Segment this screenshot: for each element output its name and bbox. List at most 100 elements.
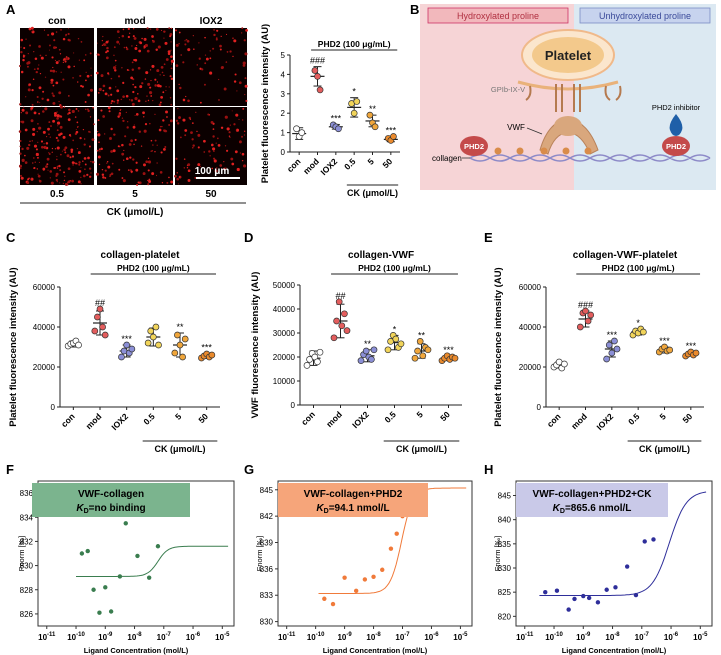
platelet-spot	[210, 121, 214, 124]
platelet-spot	[163, 129, 167, 133]
phd2-label-left: PHD2	[464, 142, 484, 151]
platelet-spot	[201, 68, 204, 71]
data-point	[566, 607, 571, 612]
platelet-spot	[197, 133, 201, 137]
platelet-spot	[245, 28, 248, 32]
platelet-spot	[76, 126, 79, 129]
data-point	[362, 347, 370, 355]
data-point	[342, 575, 347, 580]
x-tick-label: 10-10	[545, 632, 563, 642]
x-tick-label: mod	[84, 411, 104, 431]
platelet-spot	[149, 91, 151, 93]
platelet-spot	[62, 78, 65, 81]
platelet-spot	[122, 28, 125, 31]
platelet-spot	[59, 53, 62, 55]
platelet-spot	[71, 109, 75, 114]
platelet-spot	[37, 123, 39, 125]
platelet-spot	[45, 54, 47, 56]
platelet-spot	[157, 45, 161, 49]
platelet-spot	[163, 37, 165, 39]
platelet-spot	[212, 135, 215, 138]
platelet-spot	[56, 114, 60, 118]
platelet-spot	[20, 176, 24, 180]
x-tick-label: 5	[365, 156, 376, 167]
platelet-spot	[32, 127, 36, 131]
data-point	[94, 313, 101, 321]
data-point	[85, 548, 90, 554]
x-axis-label: Ligand Concentration (mol/L)	[562, 646, 667, 655]
platelet-spot	[163, 30, 166, 33]
platelet-spot	[53, 46, 56, 49]
platelet-spot	[56, 165, 59, 168]
panel-label-e: E	[484, 230, 493, 245]
platelet-spot	[245, 99, 248, 103]
platelet-spot	[226, 51, 229, 53]
platelet-spot	[87, 93, 90, 97]
platelet-spot	[105, 40, 109, 44]
data-point	[146, 575, 152, 580]
platelet-spot	[86, 74, 90, 78]
platelet-spot	[147, 160, 152, 164]
platelet-spot	[25, 96, 27, 98]
platelet-spot	[196, 130, 198, 133]
platelet-spot	[85, 71, 87, 73]
platelet-spot	[125, 157, 129, 161]
platelet-spot	[156, 162, 158, 164]
platelet-spot	[211, 143, 214, 147]
y-axis-label: Fnorm [‰]	[493, 536, 502, 571]
platelet-spot	[189, 118, 192, 120]
proline-bead	[540, 147, 548, 155]
data-point	[692, 349, 700, 357]
platelet-spot	[37, 141, 39, 143]
x-tick-label: 10-6	[186, 632, 201, 642]
data-point	[357, 357, 365, 364]
platelet-spot	[64, 146, 68, 150]
x-tick-label: 10-5	[215, 632, 230, 642]
platelet-spot	[55, 61, 59, 65]
platelet-spot	[119, 109, 121, 111]
platelet-spot	[151, 172, 155, 176]
platelet-spot	[132, 83, 134, 86]
platelet-spot	[166, 181, 169, 184]
platelet-spot	[25, 111, 29, 115]
data-point	[152, 323, 160, 331]
platelet-spot	[176, 122, 180, 125]
platelet-spot	[147, 157, 150, 159]
significance-label: ***	[331, 113, 342, 123]
platelet-spot	[90, 74, 93, 77]
platelet-spot	[112, 149, 116, 153]
platelet-spot	[24, 154, 26, 157]
platelet-spot	[194, 177, 197, 179]
panel-label-g: G	[244, 462, 254, 477]
platelet-spot	[72, 77, 74, 79]
platelet-spot	[49, 136, 52, 138]
platelet-spot	[110, 93, 113, 96]
platelet-spot	[33, 68, 36, 71]
platelet-spot	[110, 172, 114, 175]
platelet-spot	[168, 86, 170, 88]
platelet-spot	[55, 71, 57, 73]
data-point	[322, 596, 327, 601]
platelet-spot	[35, 70, 38, 74]
platelet-spot	[29, 140, 31, 142]
platelet-spot	[107, 72, 110, 75]
platelet-spot	[70, 135, 72, 138]
platelet-spot	[100, 74, 104, 78]
platelet-spot	[143, 38, 145, 40]
y-axis-label: Fnorm [‰]	[255, 536, 264, 571]
platelet-spot	[102, 89, 105, 92]
data-point	[613, 585, 618, 590]
platelet-spot	[231, 162, 235, 166]
platelet-spot	[205, 57, 209, 61]
platelet-spot	[101, 168, 104, 171]
platelet-spot	[97, 155, 101, 159]
data-point	[561, 360, 568, 368]
platelet-spot	[32, 132, 36, 136]
platelet-spot	[149, 122, 151, 125]
data-point	[414, 347, 421, 355]
platelet-spot	[168, 27, 171, 29]
data-point	[208, 351, 216, 359]
platelet-spot	[235, 129, 238, 131]
data-point	[384, 346, 392, 354]
platelet-spot	[87, 109, 90, 113]
